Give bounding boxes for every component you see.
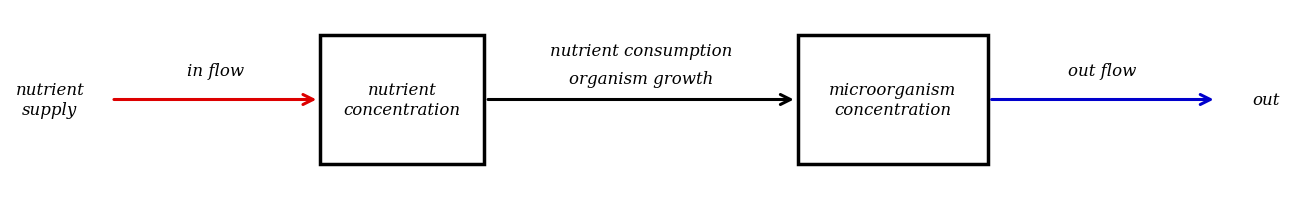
Text: nutrient
concentration: nutrient concentration	[344, 82, 460, 118]
Text: microorganism
concentration: microorganism concentration	[829, 82, 956, 118]
Text: in flow: in flow	[187, 63, 243, 80]
Text: out flow: out flow	[1069, 63, 1137, 80]
Text: nutrient
supply: nutrient supply	[16, 82, 84, 118]
Bar	[320, 36, 484, 164]
Text: organism growth: organism growth	[569, 71, 713, 88]
Text: out: out	[1253, 92, 1279, 108]
Bar	[798, 36, 988, 164]
Text: nutrient consumption: nutrient consumption	[549, 43, 732, 60]
